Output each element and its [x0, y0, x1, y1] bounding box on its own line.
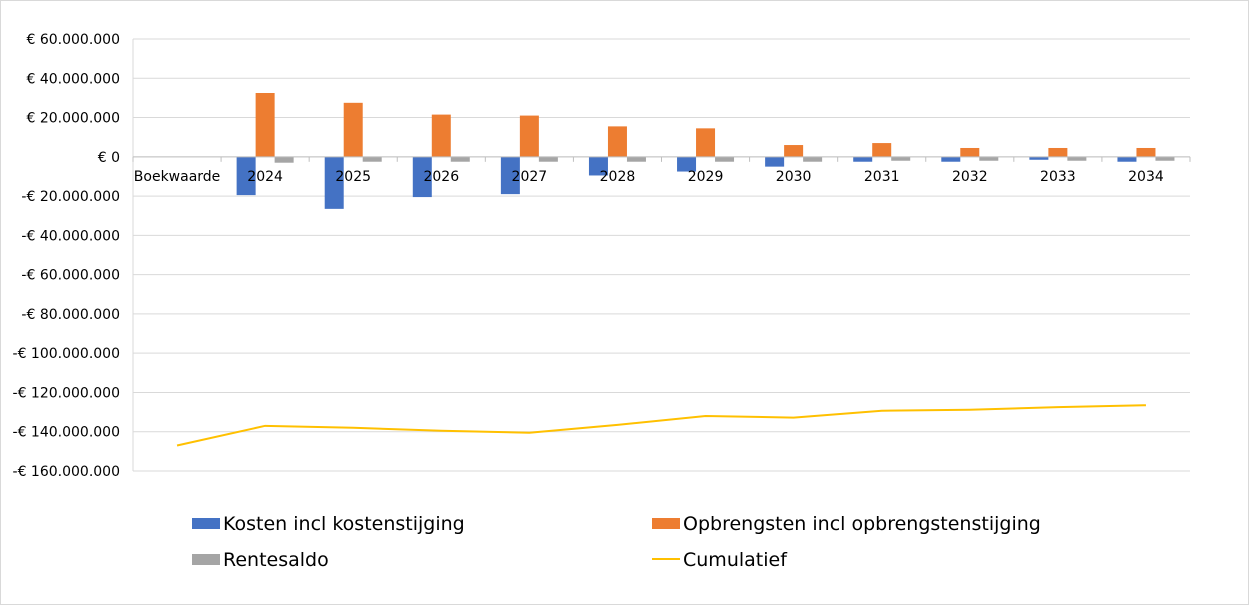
bar-rentesaldo-2028 — [626, 156, 646, 162]
y-axis-tick-labels: € 60.000.000 € 40.000.000 € 20.000.000 € 0 -… — [13, 32, 120, 480]
bar-rentesaldo-2026 — [450, 156, 470, 162]
x-tick-label: 2025 — [335, 169, 371, 185]
bar-opbrengsten-2024 — [255, 93, 275, 157]
x-tick-label: 2024 — [247, 169, 283, 185]
y-tick-label: -€ 100.000.000 — [13, 346, 120, 362]
bar-opbrengsten-2025 — [343, 102, 363, 157]
bar-rentesaldo-2029 — [715, 156, 735, 162]
bar-kosten-2030 — [765, 156, 785, 167]
bar-rentesaldo-2032 — [979, 156, 999, 161]
bar-opbrengsten-2031 — [872, 143, 892, 157]
bar-rentesaldo-2034 — [1155, 156, 1175, 161]
y-tick-label: -€ 20.000.000 — [21, 189, 120, 205]
bar-kosten-2031 — [853, 156, 873, 162]
legend-swatch — [652, 518, 680, 529]
x-axis-tick-labels: Boekwaarde 2024 2025 2026 2027 2028 2029 2030 20… — [134, 169, 1164, 185]
legend-item: Kosten incl kostenstijging — [192, 513, 465, 535]
bar-opbrengsten-2029 — [696, 128, 716, 157]
x-tick-label: 2031 — [864, 169, 900, 185]
legend-label: Kosten incl kostenstijging — [223, 513, 465, 535]
y-tick-label: € 0 — [98, 150, 120, 166]
y-tick-label: -€ 40.000.000 — [21, 228, 120, 244]
bar-kosten-2024 — [236, 156, 256, 196]
bar-rentesaldo-2027 — [538, 156, 558, 162]
x-tick-label: 2034 — [1128, 169, 1164, 185]
bar-opbrengsten-2026 — [431, 114, 451, 157]
bar-kosten-2028 — [588, 156, 608, 176]
x-tick-label: 2033 — [1040, 169, 1076, 185]
bar-kosten-2033 — [1029, 156, 1049, 160]
bar-opbrengsten-2034 — [1136, 147, 1156, 157]
x-tick-label: 2027 — [512, 169, 548, 185]
legend-item: Cumulatief — [652, 549, 788, 571]
bar-kosten-2032 — [941, 156, 961, 162]
bar-opbrengsten-2027 — [519, 115, 539, 157]
legend-swatch — [192, 554, 220, 565]
x-axis — [132, 156, 1191, 162]
y-tick-label: -€ 140.000.000 — [13, 425, 120, 441]
bar-opbrengsten-2028 — [607, 126, 627, 157]
bar-kosten-2025 — [324, 156, 344, 209]
legend-label: Cumulatief — [683, 549, 788, 571]
y-tick-label: € 40.000.000 — [26, 71, 120, 87]
bar-kosten-2034 — [1117, 156, 1137, 162]
gridlines — [132, 38, 1190, 472]
y-tick-label: € 60.000.000 — [26, 32, 120, 48]
bar-kosten-2026 — [412, 156, 432, 198]
y-tick-label: -€ 120.000.000 — [13, 385, 120, 401]
bar-rentesaldo-2030 — [803, 156, 823, 162]
bar-marks — [236, 93, 1175, 209]
x-tick-label: 2032 — [952, 169, 988, 185]
y-tick-label: -€ 80.000.000 — [21, 307, 120, 323]
x-tick-label: Boekwaarde — [134, 169, 221, 185]
legend-label: Rentesaldo — [223, 549, 329, 571]
bar-opbrengsten-2030 — [784, 145, 804, 157]
bar-rentesaldo-2033 — [1067, 156, 1087, 161]
x-tick-label: 2029 — [688, 169, 724, 185]
y-tick-label: € 20.000.000 — [26, 111, 120, 127]
bar-rentesaldo-2031 — [891, 156, 911, 161]
bar-rentesaldo-2024 — [274, 156, 294, 163]
legend-label: Opbrengsten incl opbrengstenstijging — [683, 513, 1041, 535]
y-tick-label: -€ 160.000.000 — [13, 464, 120, 480]
x-tick-label: 2026 — [423, 169, 459, 185]
bar-kosten-2027 — [500, 156, 520, 195]
bar-kosten-2029 — [677, 156, 697, 172]
y-tick-label: -€ 60.000.000 — [21, 268, 120, 284]
bar-opbrengsten-2033 — [1048, 147, 1068, 157]
x-tick-label: 2030 — [776, 169, 812, 185]
legend-item: Rentesaldo — [192, 549, 329, 571]
line-marks — [176, 404, 1146, 447]
legend-item: Opbrengsten incl opbrengstenstijging — [652, 513, 1041, 535]
line-cumulatief — [176, 404, 1146, 447]
legend-swatch — [192, 518, 220, 529]
bar-opbrengsten-2032 — [960, 147, 980, 157]
bar-rentesaldo-2025 — [362, 156, 382, 162]
legend: Kosten incl kostenstijging Opbrengsten in… — [192, 513, 1041, 571]
x-tick-label: 2028 — [600, 169, 636, 185]
